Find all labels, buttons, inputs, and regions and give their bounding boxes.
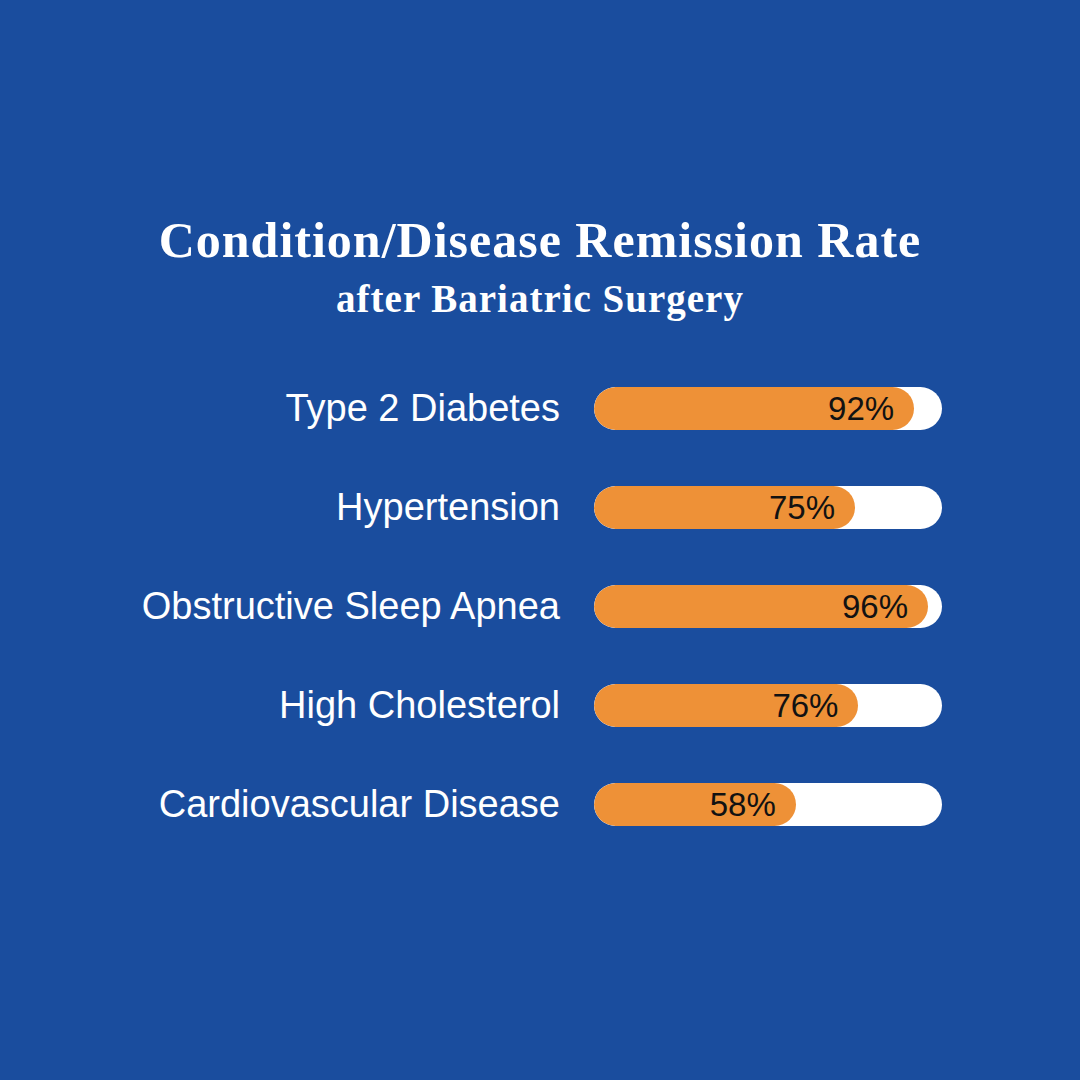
row-label: Obstructive Sleep Apnea <box>0 585 560 628</box>
bar-fill: 76% <box>594 684 858 727</box>
row-label: Hypertension <box>0 486 560 529</box>
bar-fill: 96% <box>594 585 928 628</box>
row-label: High Cholesterol <box>0 684 560 727</box>
chart-row: High Cholesterol 76% <box>0 684 1080 727</box>
bar-value: 75% <box>769 489 835 527</box>
bar-track: 92% <box>594 387 942 430</box>
chart-row: Obstructive Sleep Apnea 96% <box>0 585 1080 628</box>
row-label: Type 2 Diabetes <box>0 387 560 430</box>
bar-value: 92% <box>828 390 894 428</box>
bar-track: 76% <box>594 684 942 727</box>
infographic: Condition/Disease Remission Rate after B… <box>0 0 1080 1080</box>
page-subtitle: after Bariatric Surgery <box>0 276 1080 322</box>
bar-value: 76% <box>772 687 838 725</box>
bar-fill: 92% <box>594 387 914 430</box>
page-title: Condition/Disease Remission Rate <box>0 212 1080 268</box>
chart-row: Type 2 Diabetes 92% <box>0 387 1080 430</box>
bar-fill: 75% <box>594 486 855 529</box>
chart-row: Hypertension 75% <box>0 486 1080 529</box>
bar-track: 75% <box>594 486 942 529</box>
bar-value: 58% <box>710 786 776 824</box>
chart-row: Cardiovascular Disease 58% <box>0 783 1080 826</box>
bar-chart: Type 2 Diabetes 92% Hypertension 75% Obs… <box>0 387 1080 826</box>
bar-track: 58% <box>594 783 942 826</box>
bar-value: 96% <box>842 588 908 626</box>
bar-track: 96% <box>594 585 942 628</box>
bar-fill: 58% <box>594 783 796 826</box>
row-label: Cardiovascular Disease <box>0 783 560 826</box>
